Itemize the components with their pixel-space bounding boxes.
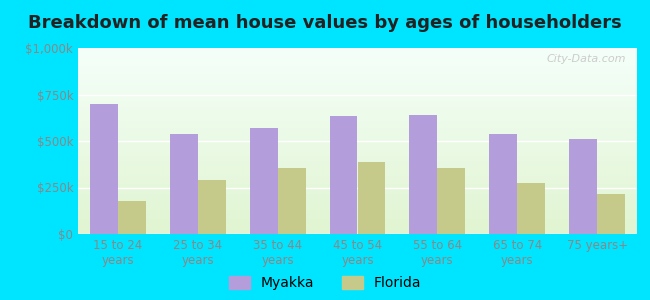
Bar (330, 116, 358, 234)
Bar (517, 183, 545, 234)
Bar (489, 134, 517, 234)
Text: Breakdown of mean house values by ages of householders: Breakdown of mean house values by ages o… (28, 14, 622, 32)
Bar (170, 134, 198, 234)
Text: City-Data.com: City-Data.com (546, 54, 626, 64)
Bar (250, 128, 278, 234)
Bar (410, 115, 437, 234)
Bar (278, 168, 306, 234)
Bar (118, 202, 146, 234)
Bar (198, 180, 226, 234)
Bar (437, 168, 465, 234)
Bar (597, 194, 625, 234)
Bar (90, 104, 118, 234)
Bar (569, 139, 597, 234)
Bar (358, 162, 385, 234)
Legend: Myakka, Florida: Myakka, Florida (229, 276, 421, 290)
